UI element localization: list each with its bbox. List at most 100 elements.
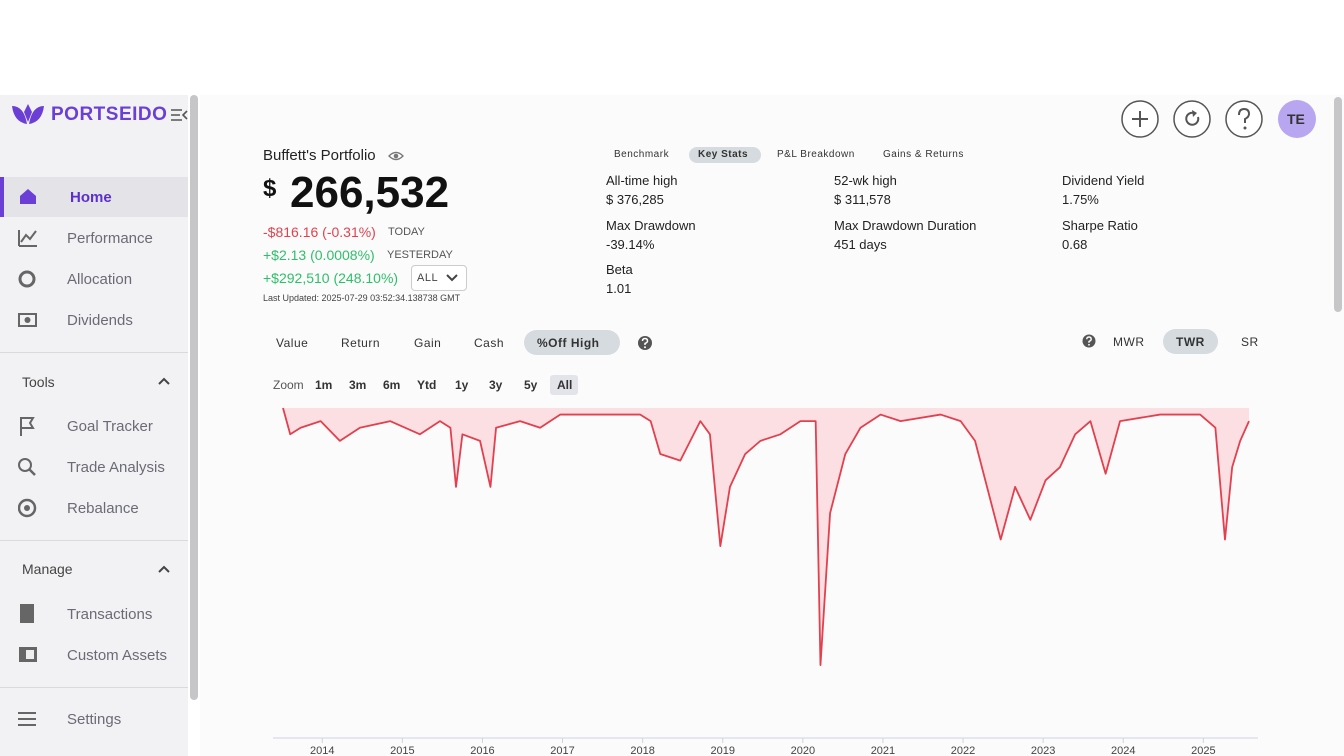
active-pill bbox=[524, 330, 620, 355]
stat-label: All-time high bbox=[606, 173, 678, 188]
x-tick-label: 2020 bbox=[791, 745, 815, 756]
stat-label: Sharpe Ratio bbox=[1062, 218, 1138, 233]
scrollbar[interactable] bbox=[190, 95, 198, 700]
stat-label: Max Drawdown bbox=[606, 218, 696, 233]
brand-logo bbox=[12, 104, 44, 124]
period-select[interactable] bbox=[411, 265, 467, 291]
stats-tab[interactable]: Benchmark bbox=[614, 149, 670, 160]
method-button[interactable]: TWR bbox=[1176, 335, 1205, 349]
nav-item[interactable]: Transactions bbox=[67, 606, 153, 623]
stat-label: Beta bbox=[606, 262, 633, 277]
view-button[interactable]: Cash bbox=[474, 336, 505, 350]
nav-item[interactable]: Goal Tracker bbox=[67, 418, 153, 435]
nav-item[interactable]: Allocation bbox=[67, 271, 133, 288]
nav-item[interactable]: Settings bbox=[67, 711, 122, 728]
stat-value: $ 376,285 bbox=[606, 192, 664, 207]
x-tick-label: 2023 bbox=[1031, 745, 1055, 756]
section-title[interactable]: Manage bbox=[22, 561, 73, 577]
active-zoom bbox=[550, 375, 578, 395]
nav-item[interactable]: Trade Analysis bbox=[67, 459, 165, 476]
brand: PORTSEIDO bbox=[51, 104, 168, 125]
nav-item[interactable]: Custom Assets bbox=[67, 647, 168, 664]
refresh-button[interactable] bbox=[1173, 100, 1211, 138]
zoom-button[interactable]: 3y bbox=[489, 378, 503, 392]
portfolio-value: 266,532 bbox=[290, 168, 450, 217]
drawdown-line bbox=[282, 407, 1250, 666]
period-label[interactable]: ALL bbox=[417, 272, 439, 284]
x-tick-label: 2015 bbox=[390, 745, 414, 756]
portfolio-name: Buffett's Portfolio bbox=[263, 147, 376, 164]
section-title[interactable]: Tools bbox=[22, 374, 55, 390]
drawdown-area bbox=[283, 408, 1249, 666]
change-amount: -$816.16 (-0.31%) bbox=[263, 224, 376, 240]
avatar-initials[interactable]: TE bbox=[1287, 111, 1305, 127]
nav-item[interactable]: Performance bbox=[67, 230, 153, 247]
zoom-button[interactable]: 6m bbox=[383, 378, 401, 392]
help-button[interactable] bbox=[1225, 100, 1263, 138]
x-tick-label: 2016 bbox=[470, 745, 494, 756]
stat-label: 52-wk high bbox=[834, 173, 897, 188]
x-tick-label: 2018 bbox=[630, 745, 654, 756]
zoom-button[interactable]: 5y bbox=[524, 378, 538, 392]
x-tick-label: 2025 bbox=[1191, 745, 1215, 756]
stat-value: $ 311,578 bbox=[834, 192, 891, 207]
x-tick-label: 2019 bbox=[711, 745, 735, 756]
nav-icons bbox=[18, 458, 37, 726]
nav-item[interactable]: Dividends bbox=[67, 312, 133, 329]
method-button[interactable]: SR bbox=[1241, 335, 1259, 349]
x-tick-label: 2024 bbox=[1111, 745, 1135, 756]
zoom-button[interactable]: Ytd bbox=[417, 378, 437, 392]
stats-tab[interactable]: Gains & Returns bbox=[883, 149, 964, 160]
stat-label: Max Drawdown Duration bbox=[834, 218, 977, 233]
help-icon[interactable] bbox=[1082, 334, 1096, 348]
chevron[interactable] bbox=[157, 376, 171, 386]
active-indicator bbox=[0, 177, 4, 217]
stats-tab[interactable]: P&L Breakdown bbox=[777, 149, 855, 160]
view-button[interactable]: %Off High bbox=[537, 336, 600, 350]
currency: $ bbox=[263, 175, 277, 202]
x-tick-label: 2021 bbox=[871, 745, 895, 756]
add-button[interactable] bbox=[1121, 100, 1159, 138]
zoom-button[interactable]: 3m bbox=[349, 378, 367, 392]
zoom-button[interactable]: All bbox=[557, 378, 573, 392]
nav-item[interactable]: Home bbox=[70, 189, 112, 206]
zoom-label: Zoom bbox=[273, 378, 304, 392]
divider bbox=[0, 540, 188, 541]
stat-value: 1.01 bbox=[606, 281, 632, 296]
stats-tab[interactable]: Key Stats bbox=[698, 149, 749, 160]
collapse-button[interactable] bbox=[170, 108, 188, 122]
last-updated: Last Updated: 2025-07-29 03:52:34.138738… bbox=[263, 293, 461, 303]
visibility-toggle[interactable] bbox=[388, 150, 404, 162]
avatar[interactable] bbox=[1278, 100, 1316, 138]
zoom-button[interactable]: 1y bbox=[455, 378, 469, 392]
stat-value: 1.75% bbox=[1062, 192, 1099, 207]
active-tab bbox=[689, 147, 761, 163]
toolbar bbox=[1121, 100, 1316, 138]
change-amount: +$2.13 (0.0008%) bbox=[263, 247, 375, 263]
nav-icons bbox=[18, 189, 37, 436]
x-tick-label: 2022 bbox=[951, 745, 975, 756]
x-tick-label: 2017 bbox=[550, 745, 574, 756]
change-label: YESTERDAY bbox=[387, 249, 453, 261]
scrollbar[interactable] bbox=[1334, 97, 1342, 312]
nav-item[interactable]: Rebalance bbox=[67, 500, 139, 517]
stat-value: -39.14% bbox=[606, 237, 655, 252]
divider bbox=[0, 352, 188, 353]
change-label: TODAY bbox=[388, 226, 425, 238]
change-amount: +$292,510 (248.10%) bbox=[263, 270, 399, 286]
x-tick-label: 2014 bbox=[310, 745, 334, 756]
method-button[interactable]: MWR bbox=[1113, 335, 1145, 349]
active-pill bbox=[1163, 329, 1218, 354]
view-button[interactable]: Value bbox=[276, 336, 309, 350]
stat-label: Dividend Yield bbox=[1062, 173, 1145, 188]
divider bbox=[0, 687, 188, 688]
zoom-button[interactable]: 1m bbox=[315, 378, 333, 392]
stat-value: 451 days bbox=[834, 237, 887, 252]
chevron[interactable] bbox=[446, 273, 458, 282]
view-button[interactable]: Return bbox=[341, 336, 381, 350]
help-icon[interactable] bbox=[637, 335, 653, 351]
view-button[interactable]: Gain bbox=[414, 336, 442, 350]
chevron[interactable] bbox=[157, 564, 171, 574]
